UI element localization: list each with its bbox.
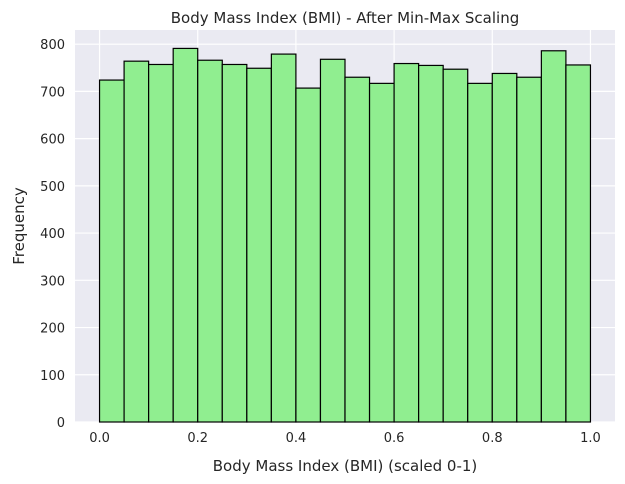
histogram-bar <box>172 47 199 423</box>
y-tick-label: 800 <box>40 38 65 53</box>
histogram-bar <box>368 82 395 423</box>
histogram-bar <box>123 60 150 423</box>
y-tick-label: 700 <box>40 85 65 100</box>
y-tick-label: 300 <box>40 274 65 289</box>
histogram-bar <box>221 63 248 423</box>
histogram-bar <box>148 63 174 423</box>
x-tick-label: 1.0 <box>580 431 601 446</box>
histogram-bar <box>467 82 493 423</box>
y-tick-label: 100 <box>40 369 65 384</box>
x-axis-label: Body Mass Index (BMI) (scaled 0-1) <box>213 457 478 475</box>
x-tick-label: 0.4 <box>286 431 307 446</box>
y-tick-label: 500 <box>40 180 65 195</box>
histogram-bar <box>98 79 125 423</box>
y-axis-ticks: 0 100 200 300 400 500 600 700 800 <box>40 38 65 431</box>
y-axis-label: Frequency <box>10 187 28 265</box>
x-tick-label: 0.2 <box>187 431 208 446</box>
histogram-bar <box>442 68 469 423</box>
y-tick-label: 400 <box>40 227 65 242</box>
histogram-bar <box>516 76 542 423</box>
y-tick-label: 200 <box>40 322 65 337</box>
y-tick-label: 0 <box>57 416 65 431</box>
x-tick-label: 0.6 <box>384 431 405 446</box>
chart-title: Body Mass Index (BMI) - After Min-Max Sc… <box>171 9 519 27</box>
histogram-bar <box>197 59 223 423</box>
y-tick-label: 600 <box>40 133 65 148</box>
x-axis-ticks: 0.0 0.2 0.4 0.6 0.8 1.0 <box>89 431 601 446</box>
histogram-bar <box>319 58 346 423</box>
histogram-bar <box>418 64 444 423</box>
histogram-bar <box>393 62 420 423</box>
histogram-bar <box>344 76 371 423</box>
histogram-bar <box>565 64 592 423</box>
x-tick-label: 0.0 <box>89 431 110 446</box>
histogram-bar <box>246 67 272 423</box>
histogram-bar <box>491 72 518 423</box>
histogram-bar <box>540 50 567 423</box>
x-tick-label: 0.8 <box>482 431 503 446</box>
histogram-bars <box>98 47 592 423</box>
histogram-bar <box>270 53 297 423</box>
histogram-bar <box>295 87 322 423</box>
